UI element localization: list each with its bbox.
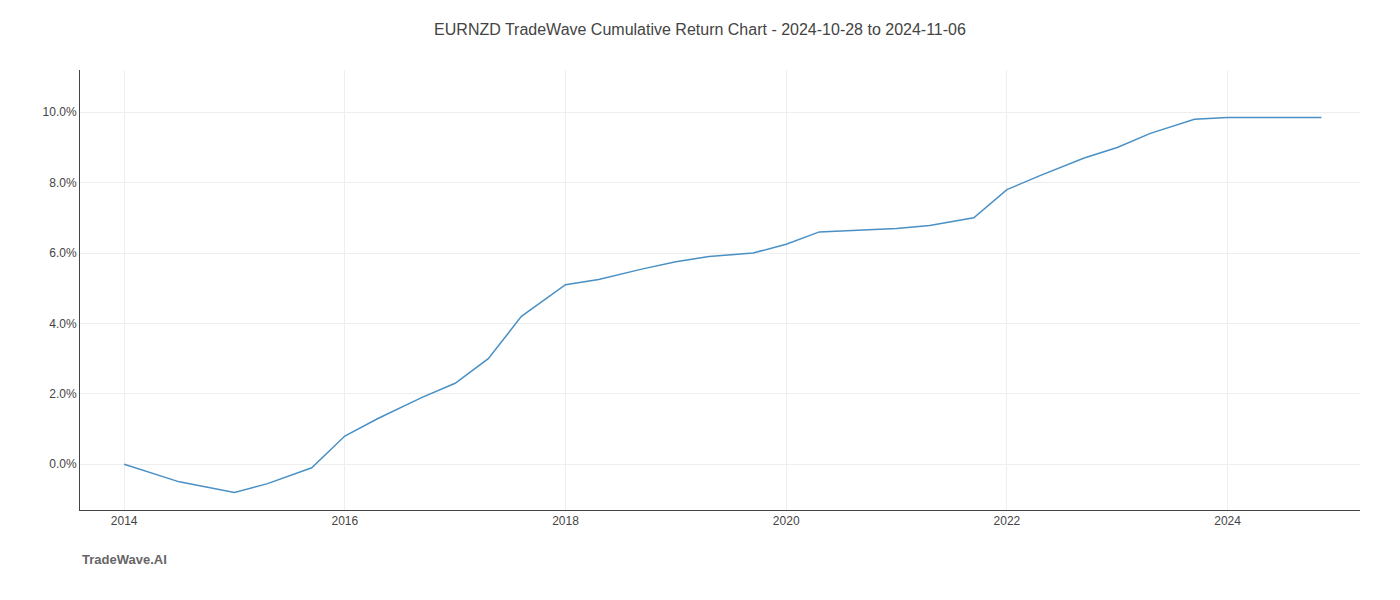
svg-text:2018: 2018 bbox=[552, 514, 579, 528]
svg-text:10.0%: 10.0% bbox=[43, 105, 77, 119]
svg-text:TradeWave.AI: TradeWave.AI bbox=[82, 552, 167, 567]
svg-text:4.0%: 4.0% bbox=[49, 317, 77, 331]
svg-text:2014: 2014 bbox=[111, 514, 138, 528]
svg-text:6.0%: 6.0% bbox=[49, 246, 77, 260]
svg-text:8.0%: 8.0% bbox=[49, 176, 77, 190]
svg-text:2.0%: 2.0% bbox=[49, 387, 77, 401]
svg-text:2020: 2020 bbox=[773, 514, 800, 528]
svg-text:0.0%: 0.0% bbox=[49, 457, 77, 471]
svg-text:EURNZD TradeWave Cumulative Re: EURNZD TradeWave Cumulative Return Chart… bbox=[434, 21, 966, 38]
svg-text:2016: 2016 bbox=[331, 514, 358, 528]
svg-text:2024: 2024 bbox=[1214, 514, 1241, 528]
svg-text:2022: 2022 bbox=[994, 514, 1021, 528]
